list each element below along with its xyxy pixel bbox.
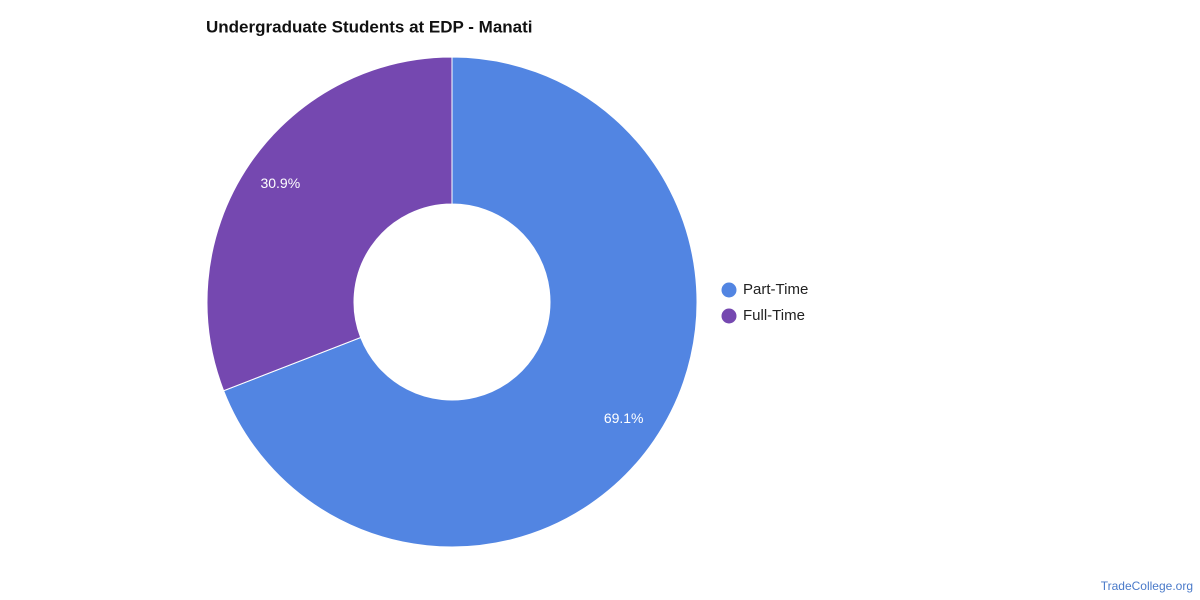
source[interactable]: TradeCollege.org bbox=[1101, 579, 1193, 593]
legend-marker bbox=[721, 308, 737, 324]
data-label: 30.9% bbox=[260, 175, 300, 191]
donut-slice bbox=[206, 56, 453, 392]
legend-label: Part-Time bbox=[743, 281, 808, 298]
data-label: 69.1% bbox=[604, 410, 644, 426]
chart-title: Undergraduate Students at EDP - Manati bbox=[206, 17, 533, 36]
donut-slice bbox=[222, 56, 698, 548]
legend-marker bbox=[721, 282, 737, 298]
legend-label: Full-Time bbox=[743, 307, 805, 324]
